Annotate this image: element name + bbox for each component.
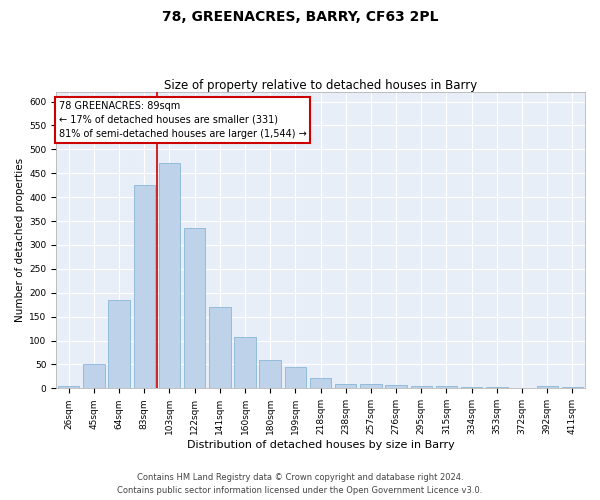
Text: 78, GREENACRES, BARRY, CF63 2PL: 78, GREENACRES, BARRY, CF63 2PL bbox=[162, 10, 438, 24]
Bar bbox=[360, 384, 382, 388]
Bar bbox=[83, 364, 104, 388]
Bar bbox=[159, 162, 180, 388]
Bar bbox=[58, 386, 79, 388]
Title: Size of property relative to detached houses in Barry: Size of property relative to detached ho… bbox=[164, 79, 477, 92]
Bar bbox=[109, 300, 130, 388]
Bar bbox=[235, 337, 256, 388]
Bar bbox=[335, 384, 356, 388]
Text: 78 GREENACRES: 89sqm
← 17% of detached houses are smaller (331)
81% of semi-deta: 78 GREENACRES: 89sqm ← 17% of detached h… bbox=[59, 101, 307, 139]
Bar bbox=[284, 368, 306, 388]
Text: Contains HM Land Registry data © Crown copyright and database right 2024.
Contai: Contains HM Land Registry data © Crown c… bbox=[118, 474, 482, 495]
Bar bbox=[134, 185, 155, 388]
X-axis label: Distribution of detached houses by size in Barry: Distribution of detached houses by size … bbox=[187, 440, 454, 450]
Bar bbox=[184, 228, 205, 388]
Bar bbox=[310, 378, 331, 388]
Bar bbox=[209, 307, 230, 388]
Bar bbox=[385, 384, 407, 388]
Bar bbox=[259, 360, 281, 388]
Bar bbox=[536, 386, 558, 388]
Bar bbox=[410, 386, 432, 388]
Bar bbox=[436, 386, 457, 388]
Y-axis label: Number of detached properties: Number of detached properties bbox=[15, 158, 25, 322]
